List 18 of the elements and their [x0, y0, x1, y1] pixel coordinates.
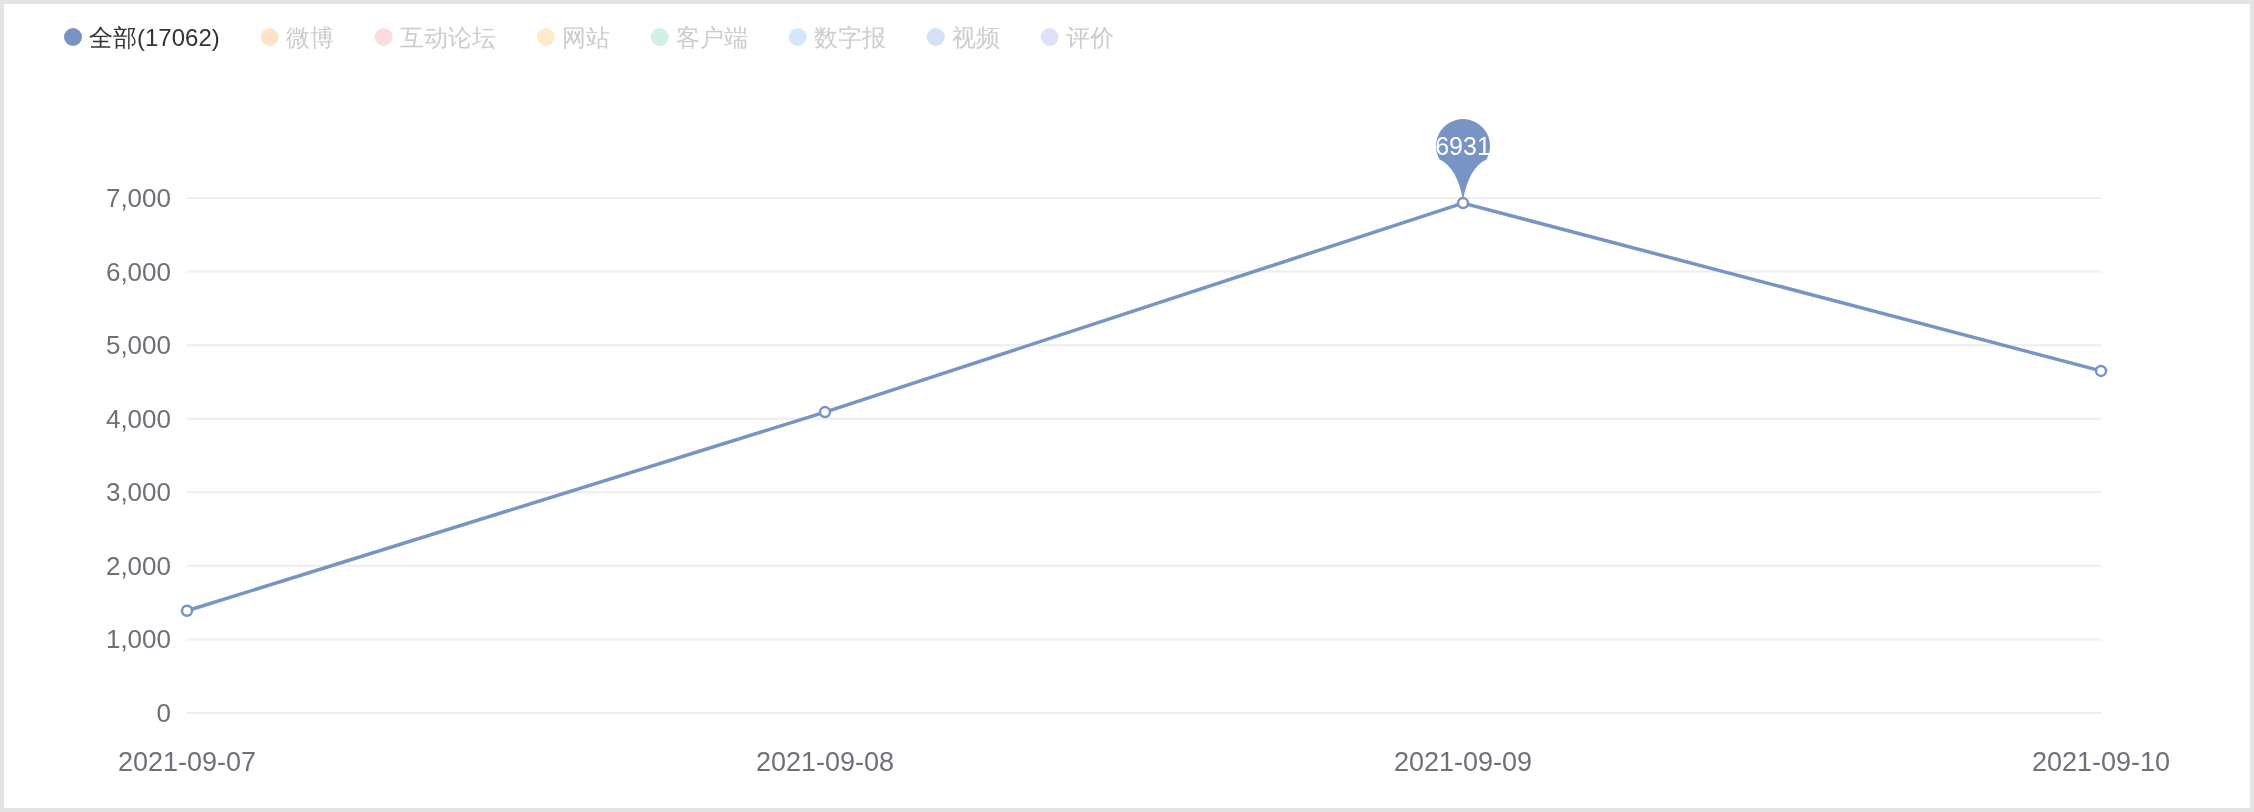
x-tick-label: 2021-09-07 — [117, 747, 257, 777]
y-tick-label: 3,000 — [105, 477, 171, 508]
y-tick-label: 6,000 — [105, 256, 171, 287]
point — [2094, 364, 2108, 378]
y-tick-label: 5,000 — [105, 330, 171, 361]
point — [1456, 196, 1470, 210]
legend-label: 全部(17062) — [89, 23, 220, 51]
x-tick-label: 2021-09-08 — [755, 747, 895, 777]
y-tick-label: 7,000 — [105, 183, 171, 213]
annotation: 6931 — [1435, 132, 1491, 161]
point — [818, 405, 832, 419]
y-tick-label: 0 — [156, 698, 171, 728]
x-tick-label: 2021-09-09 — [1393, 747, 1533, 777]
y-tick-label: 2,000 — [105, 550, 171, 581]
y-tick-label: 1,000 — [105, 624, 171, 655]
point — [180, 604, 194, 617]
y-tick-label: 4,000 — [105, 403, 171, 434]
x-tick-label: 2021-09-10 — [2031, 747, 2171, 777]
